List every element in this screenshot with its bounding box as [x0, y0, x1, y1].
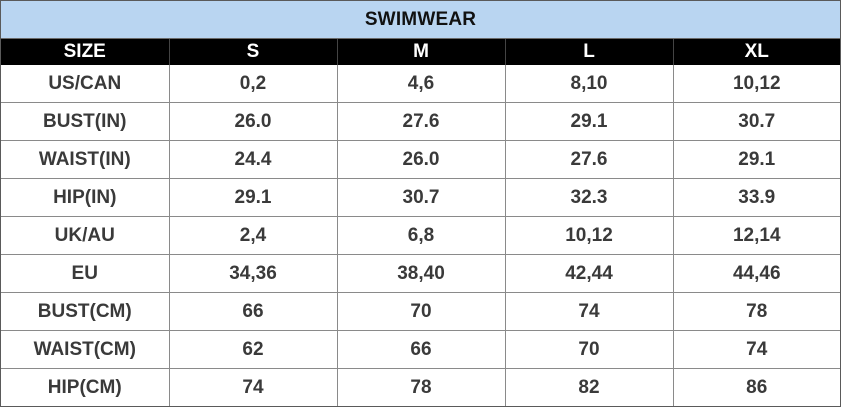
table-cell: 66 [336, 330, 505, 369]
column-header-m: M [336, 39, 505, 65]
table-row: HIP(CM) 74 78 82 86 [1, 368, 840, 406]
table-cell: 27.6 [504, 140, 673, 179]
table-cell: 30.7 [336, 178, 505, 217]
header-row: SIZE S M L XL [1, 39, 840, 65]
table-cell: 32.3 [504, 178, 673, 217]
table-row: US/CAN 0,2 4,6 8,10 10,12 [1, 65, 840, 103]
table-cell: 24.4 [168, 140, 337, 179]
table-cell: 62 [168, 330, 337, 369]
column-header-size: SIZE [1, 39, 169, 65]
column-header-xl: XL [672, 39, 840, 65]
table-cell: 29.1 [672, 140, 840, 179]
table-cell: 33.9 [672, 178, 840, 217]
chart-title: SWIMWEAR [1, 1, 840, 39]
row-label: US/CAN [48, 72, 122, 94]
table-cell: 29.1 [504, 102, 673, 141]
table-cell: 74 [672, 330, 840, 369]
row-label: HIP(CM) [1, 368, 169, 406]
table-row: EU 34,36 38,40 42,44 44,46 [1, 254, 840, 293]
table-cell: 30.7 [672, 102, 840, 141]
table-cell: 74 [504, 292, 673, 331]
table-row: HIP(IN) 29.1 30.7 32.3 33.9 [1, 178, 840, 217]
table-cell: 34,36 [168, 254, 337, 293]
table-cell: 26.0 [336, 140, 505, 179]
table-cell: 10,12 [504, 216, 673, 255]
table-cell: 78 [336, 368, 505, 406]
table-cell: 4,6 [336, 65, 505, 103]
table-row: BUST(CM) 66 70 74 78 [1, 292, 840, 331]
table-cell: 0,2 [168, 65, 337, 103]
table-cell: 26.0 [168, 102, 337, 141]
table-cell: 86 [672, 368, 840, 406]
table-cell: 38,40 [336, 254, 505, 293]
row-label: BUST(IN) [1, 102, 169, 141]
table-cell: 8,10 [504, 65, 673, 103]
table-cell: 42,44 [504, 254, 673, 293]
table-cell: 27.6 [336, 102, 505, 141]
table-row: WAIST(CM) 62 66 70 74 [1, 330, 840, 369]
table-cell: 66 [168, 292, 337, 331]
column-header-s: S [168, 39, 337, 65]
table-cell: 44,46 [672, 254, 840, 293]
row-label: HIP(IN) [1, 178, 169, 217]
table-row: UK/AU 2,4 6,8 10,12 12,14 [1, 216, 840, 255]
table-cell: 10,12 [672, 65, 840, 103]
table-row: WAIST(IN) 24.4 26.0 27.6 29.1 [1, 140, 840, 179]
table-cell: 6,8 [336, 216, 505, 255]
column-header-l: L [504, 39, 673, 65]
table-cell: 70 [504, 330, 673, 369]
table-cell: 12,14 [672, 216, 840, 255]
table-row: BUST(IN) 26.0 27.6 29.1 30.7 [1, 102, 840, 141]
table-cell: 74 [168, 368, 337, 406]
table-cell: 29.1 [168, 178, 337, 217]
row-label: WAIST(CM) [1, 330, 169, 369]
row-label: BUST(CM) [1, 292, 169, 331]
table-cell: 70 [336, 292, 505, 331]
size-table: SIZE S M L XL US/CAN 0,2 4,6 8,10 10,12 … [1, 39, 840, 406]
row-label: WAIST(IN) [1, 140, 169, 179]
table-cell: 2,4 [168, 216, 337, 255]
row-label: UK/AU [1, 216, 169, 255]
table-cell: 82 [504, 368, 673, 406]
row-label: EU [1, 254, 169, 293]
table-cell: 78 [672, 292, 840, 331]
